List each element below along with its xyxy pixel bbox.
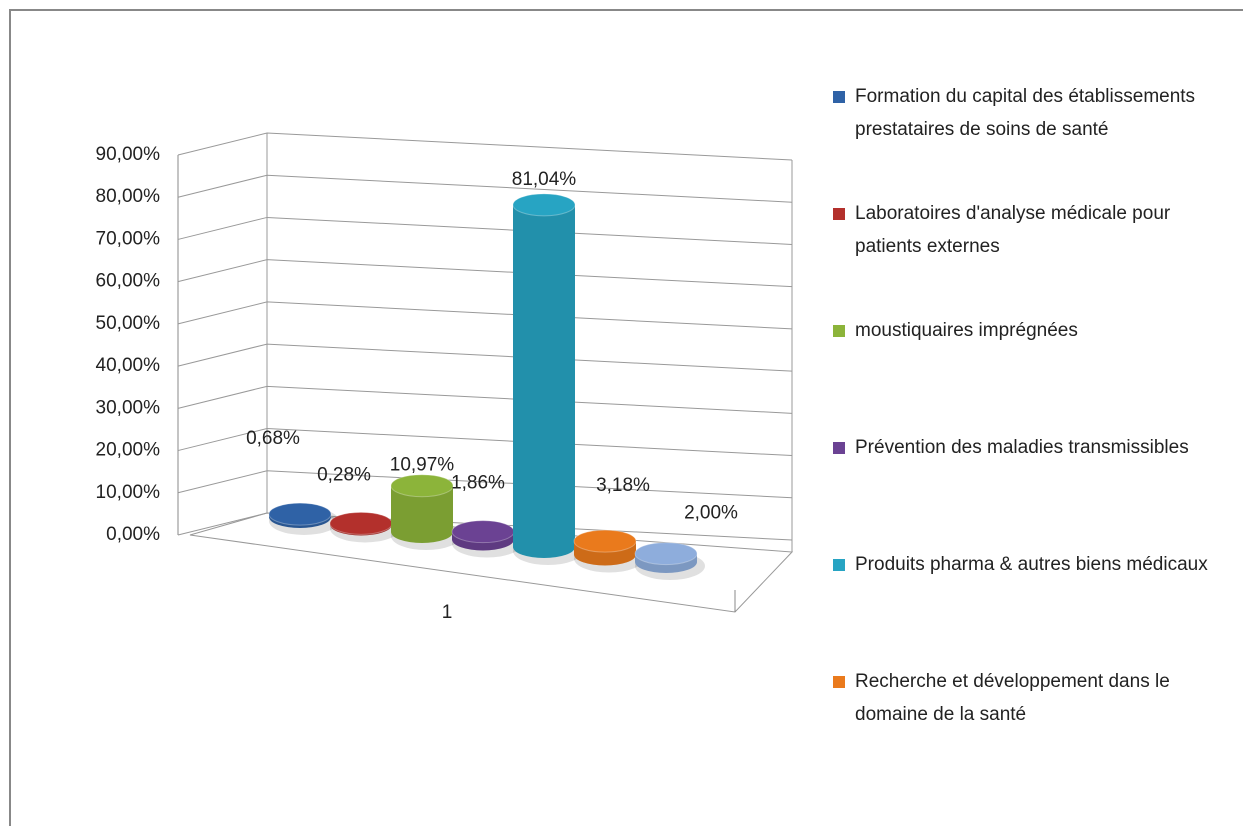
y-tick-label: 20,00% — [96, 440, 161, 461]
cylinder — [329, 511, 400, 543]
grid-line — [177, 216, 793, 245]
legend-label: Produits pharma & autres biens médicaux — [855, 554, 1208, 575]
grid-line — [177, 174, 793, 203]
y-tick-label: 60,00% — [96, 271, 161, 292]
cylinder-top — [634, 542, 698, 566]
cylinder-top — [573, 529, 637, 553]
cylinder-top — [451, 520, 515, 544]
y-tick-label: 40,00% — [96, 355, 161, 376]
cylinder-top — [329, 511, 393, 535]
cylinder-shade — [513, 204, 575, 558]
grid-line — [177, 343, 793, 372]
y-tick-label: 30,00% — [96, 397, 161, 418]
data-label: 81,04% — [512, 169, 577, 190]
legend-swatch — [833, 442, 845, 454]
cylinder-body — [513, 204, 575, 558]
cylinder — [390, 474, 461, 551]
chart-frame — [9, 9, 1243, 826]
cylinder — [451, 520, 522, 558]
y-tick-label: 50,00% — [96, 313, 161, 334]
cylinder — [268, 502, 339, 535]
legend-swatch — [833, 91, 845, 103]
data-label: 1,86% — [451, 473, 505, 494]
data-label: 0,28% — [317, 464, 371, 485]
grid-line — [177, 259, 793, 288]
cylinder-top — [390, 474, 454, 498]
cylinder — [573, 529, 644, 573]
grid-line — [177, 301, 793, 330]
cylinder-shade — [391, 485, 453, 544]
y-tick-label: 10,00% — [96, 482, 161, 503]
y-tick-label: 90,00% — [96, 144, 161, 165]
cylinder-top — [268, 502, 332, 526]
y-tick-label: 0,00% — [106, 524, 160, 545]
cylinder — [634, 542, 705, 581]
legend-entry: Formation du capital des établissements … — [833, 80, 1233, 197]
legend: Formation du capital des établissements … — [833, 80, 1233, 782]
x-tick-label: 1 — [442, 602, 453, 623]
grid-line — [177, 428, 793, 457]
legend-entry: Laboratoires d'analyse médicale pour pat… — [833, 197, 1233, 314]
legend-label: Laboratoires d'analyse médicale pour pat… — [855, 203, 1171, 257]
legend-entry: moustiquaires imprégnées — [833, 314, 1233, 431]
cylinder-top — [512, 193, 576, 217]
legend-swatch — [833, 325, 845, 337]
legend-swatch — [833, 559, 845, 571]
legend-entry: Produits pharma & autres biens médicaux — [833, 548, 1233, 665]
y-tick-label: 70,00% — [96, 228, 161, 249]
grid-line — [177, 132, 793, 161]
legend-label: Recherche et développement dans le domai… — [855, 671, 1170, 725]
grid-line — [177, 385, 793, 414]
data-label: 3,18% — [596, 475, 650, 496]
legend-entry: Recherche et développement dans le domai… — [833, 665, 1233, 782]
legend-swatch — [833, 676, 845, 688]
data-label: 2,00% — [684, 503, 738, 524]
data-label: 10,97% — [390, 455, 455, 476]
y-tick-label: 80,00% — [96, 186, 161, 207]
legend-swatch — [833, 208, 845, 220]
data-label: 0,68% — [246, 428, 300, 449]
legend-label: moustiquaires imprégnées — [855, 320, 1078, 341]
grid-line — [177, 470, 793, 499]
legend-label: Prévention des maladies transmissibles — [855, 437, 1189, 458]
cylinder-body — [391, 485, 453, 544]
cylinder — [512, 193, 583, 566]
legend-entry: Prévention des maladies transmissibles — [833, 431, 1233, 548]
legend-label: Formation du capital des établissements … — [855, 86, 1196, 140]
